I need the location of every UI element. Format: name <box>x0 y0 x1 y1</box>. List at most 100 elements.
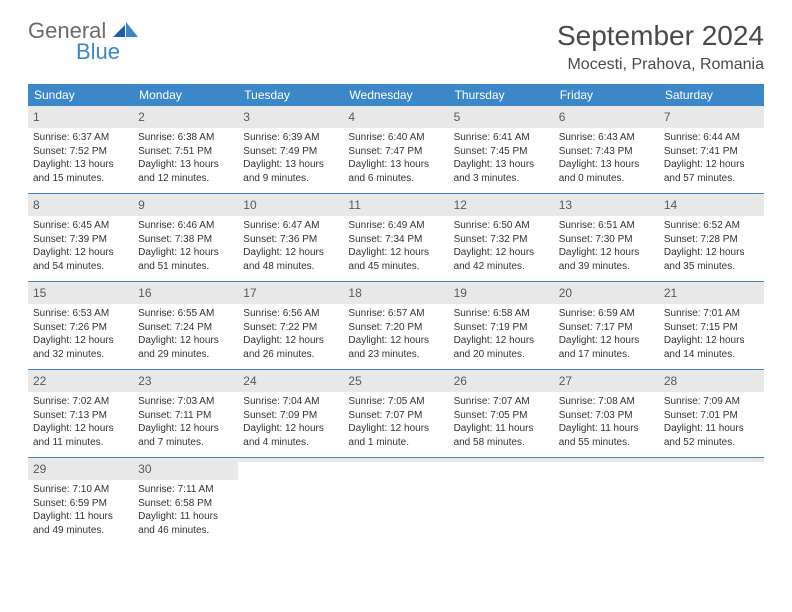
day-info-line: and 12 minutes. <box>138 172 233 186</box>
day-info-line: Sunrise: 6:43 AM <box>559 131 654 145</box>
day-number: 30 <box>138 462 151 476</box>
day-number: 16 <box>138 286 151 300</box>
day-number: 4 <box>348 110 355 124</box>
day-info: Sunrise: 7:11 AMSunset: 6:58 PMDaylight:… <box>138 483 233 537</box>
day-info-line: and 49 minutes. <box>33 524 128 538</box>
day-cell: 12Sunrise: 6:50 AMSunset: 7:32 PMDayligh… <box>449 194 554 281</box>
day-info-line: Sunrise: 7:04 AM <box>243 395 338 409</box>
day-info-line: Daylight: 12 hours <box>243 334 338 348</box>
day-number-row: 30 <box>133 458 238 480</box>
day-cell: 2Sunrise: 6:38 AMSunset: 7:51 PMDaylight… <box>133 106 238 193</box>
day-info: Sunrise: 6:59 AMSunset: 7:17 PMDaylight:… <box>559 307 654 361</box>
day-info-line: Sunset: 7:20 PM <box>348 321 443 335</box>
day-info-line: Daylight: 12 hours <box>33 422 128 436</box>
day-info-line: Sunset: 7:15 PM <box>664 321 759 335</box>
day-info-line: and 29 minutes. <box>138 348 233 362</box>
day-info-line: Sunset: 7:45 PM <box>454 145 549 159</box>
day-info: Sunrise: 6:55 AMSunset: 7:24 PMDaylight:… <box>138 307 233 361</box>
day-cell: 18Sunrise: 6:57 AMSunset: 7:20 PMDayligh… <box>343 282 448 369</box>
day-info-line: Daylight: 12 hours <box>33 334 128 348</box>
day-info-line: Sunrise: 6:53 AM <box>33 307 128 321</box>
day-info-line: Daylight: 13 hours <box>559 158 654 172</box>
day-info-line: Daylight: 12 hours <box>559 246 654 260</box>
day-info: Sunrise: 6:43 AMSunset: 7:43 PMDaylight:… <box>559 131 654 185</box>
day-info-line: Daylight: 12 hours <box>454 334 549 348</box>
day-info-line: Sunrise: 6:37 AM <box>33 131 128 145</box>
day-info-line: Sunrise: 6:41 AM <box>454 131 549 145</box>
day-number-row: 14 <box>659 194 764 216</box>
day-info-line: Sunset: 7:28 PM <box>664 233 759 247</box>
day-info-line: Sunrise: 7:09 AM <box>664 395 759 409</box>
day-number: 18 <box>348 286 361 300</box>
day-info-line: Sunrise: 7:08 AM <box>559 395 654 409</box>
day-number-row: 8 <box>28 194 133 216</box>
day-cell: 30 Sunrise: 7:11 AMSunset: 6:58 PMDayligh… <box>133 458 238 545</box>
day-info-line: Sunrise: 6:47 AM <box>243 219 338 233</box>
day-number-row: 13 <box>554 194 659 216</box>
day-info-line: Sunrise: 7:10 AM <box>33 483 128 497</box>
week-row: 8Sunrise: 6:45 AMSunset: 7:39 PMDaylight… <box>28 194 764 282</box>
logo-blue: Blue <box>76 41 139 63</box>
day-number: 15 <box>33 286 46 300</box>
day-number-row: 15 <box>28 282 133 304</box>
day-info: Sunrise: 6:50 AMSunset: 7:32 PMDaylight:… <box>454 219 549 273</box>
day-info-line: and 54 minutes. <box>33 260 128 274</box>
day-cell: 17Sunrise: 6:56 AMSunset: 7:22 PMDayligh… <box>238 282 343 369</box>
day-info-line: Daylight: 11 hours <box>33 510 128 524</box>
day-info-line: and 26 minutes. <box>243 348 338 362</box>
day-number-row: 6 <box>554 106 659 128</box>
day-number: 19 <box>454 286 467 300</box>
day-info-line: Sunrise: 7:01 AM <box>664 307 759 321</box>
day-info: Sunrise: 7:05 AMSunset: 7:07 PMDaylight:… <box>348 395 443 449</box>
day-number: 3 <box>243 110 250 124</box>
day-info-line: Sunset: 6:59 PM <box>33 497 128 511</box>
weekday-sun: Sunday <box>28 84 133 106</box>
day-number: 26 <box>454 374 467 388</box>
day-number-row: 11 <box>343 194 448 216</box>
day-info-line: and 11 minutes. <box>33 436 128 450</box>
day-number-row: 20 <box>554 282 659 304</box>
day-number: 23 <box>138 374 151 388</box>
day-number-row <box>343 458 448 462</box>
day-info-line: and 55 minutes. <box>559 436 654 450</box>
day-cell: 21Sunrise: 7:01 AMSunset: 7:15 PMDayligh… <box>659 282 764 369</box>
day-number-row: 21 <box>659 282 764 304</box>
day-info: Sunrise: 6:46 AMSunset: 7:38 PMDaylight:… <box>138 219 233 273</box>
day-number: 25 <box>348 374 361 388</box>
day-cell: 22Sunrise: 7:02 AMSunset: 7:13 PMDayligh… <box>28 370 133 457</box>
day-info-line: Daylight: 13 hours <box>348 158 443 172</box>
day-cell: 19Sunrise: 6:58 AMSunset: 7:19 PMDayligh… <box>449 282 554 369</box>
day-info-line: Sunset: 7:24 PM <box>138 321 233 335</box>
day-info: Sunrise: 6:38 AMSunset: 7:51 PMDaylight:… <box>138 131 233 185</box>
week-row: 22Sunrise: 7:02 AMSunset: 7:13 PMDayligh… <box>28 370 764 458</box>
day-info-line: Sunrise: 6:49 AM <box>348 219 443 233</box>
day-info-line: Daylight: 12 hours <box>138 422 233 436</box>
day-number-row: 4 <box>343 106 448 128</box>
weekday-wed: Wednesday <box>343 84 448 106</box>
day-number-row: 25 <box>343 370 448 392</box>
day-info: Sunrise: 6:40 AMSunset: 7:47 PMDaylight:… <box>348 131 443 185</box>
day-info-line: Sunrise: 6:52 AM <box>664 219 759 233</box>
day-info-line: Sunrise: 6:40 AM <box>348 131 443 145</box>
day-info-line: and 39 minutes. <box>559 260 654 274</box>
day-cell: 16 Sunrise: 6:55 AMSunset: 7:24 PMDayligh… <box>133 282 238 369</box>
day-number-row: 16 <box>133 282 238 304</box>
day-number-row: 5 <box>449 106 554 128</box>
day-info-line: and 20 minutes. <box>454 348 549 362</box>
day-info-line: Sunrise: 6:56 AM <box>243 307 338 321</box>
day-cell: 28Sunrise: 7:09 AMSunset: 7:01 PMDayligh… <box>659 370 764 457</box>
day-info-line: Sunset: 7:13 PM <box>33 409 128 423</box>
day-info-line: Sunset: 7:49 PM <box>243 145 338 159</box>
day-info-line: Sunset: 7:30 PM <box>559 233 654 247</box>
day-info-line: Sunset: 7:36 PM <box>243 233 338 247</box>
day-info-line: and 15 minutes. <box>33 172 128 186</box>
day-info-line: and 6 minutes. <box>348 172 443 186</box>
day-info-line: Daylight: 12 hours <box>559 334 654 348</box>
day-cell: 6 Sunrise: 6:43 AMSunset: 7:43 PMDaylight… <box>554 106 659 193</box>
day-info-line: Daylight: 12 hours <box>33 246 128 260</box>
day-info-line: Sunset: 7:19 PM <box>454 321 549 335</box>
day-info: Sunrise: 6:41 AMSunset: 7:45 PMDaylight:… <box>454 131 549 185</box>
day-number-row: 27 <box>554 370 659 392</box>
day-info-line: Sunset: 7:22 PM <box>243 321 338 335</box>
day-number-row: 3 <box>238 106 343 128</box>
